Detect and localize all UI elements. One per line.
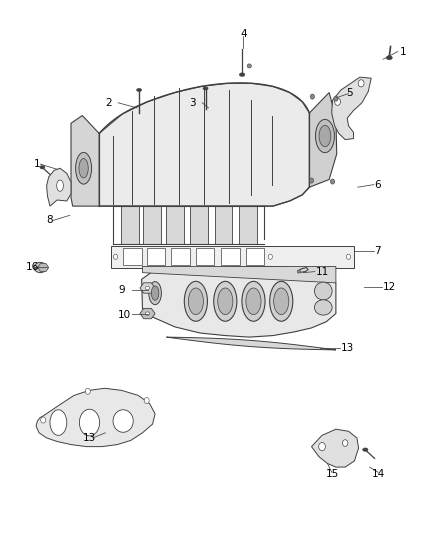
Text: 13: 13 <box>82 433 95 443</box>
Text: 2: 2 <box>106 98 112 108</box>
Ellipse shape <box>319 125 331 147</box>
Ellipse shape <box>268 254 272 260</box>
Text: 4: 4 <box>241 29 247 39</box>
Text: 15: 15 <box>326 469 339 479</box>
Ellipse shape <box>79 158 88 178</box>
Ellipse shape <box>310 94 314 99</box>
Ellipse shape <box>246 288 261 314</box>
Polygon shape <box>332 77 371 140</box>
Ellipse shape <box>113 410 133 432</box>
Ellipse shape <box>151 286 159 300</box>
Ellipse shape <box>203 87 208 90</box>
Ellipse shape <box>145 286 150 289</box>
Bar <box>239 206 257 245</box>
Ellipse shape <box>343 440 348 446</box>
FancyBboxPatch shape <box>110 246 353 268</box>
Ellipse shape <box>188 288 203 314</box>
Ellipse shape <box>314 300 332 315</box>
Ellipse shape <box>34 262 46 273</box>
Ellipse shape <box>79 409 99 436</box>
Ellipse shape <box>137 88 141 92</box>
Polygon shape <box>46 168 71 206</box>
Bar <box>171 248 190 265</box>
Ellipse shape <box>270 281 293 321</box>
Text: 16: 16 <box>25 262 39 271</box>
Ellipse shape <box>363 448 368 451</box>
Ellipse shape <box>247 64 251 68</box>
Bar <box>121 206 139 245</box>
Ellipse shape <box>85 388 90 394</box>
Bar <box>123 248 141 265</box>
Polygon shape <box>71 116 99 206</box>
Polygon shape <box>166 337 336 350</box>
Polygon shape <box>99 83 309 206</box>
Bar <box>166 206 184 245</box>
Ellipse shape <box>314 282 332 300</box>
Polygon shape <box>142 266 336 283</box>
Bar <box>246 248 265 265</box>
Ellipse shape <box>309 178 314 183</box>
Text: 12: 12 <box>383 282 396 292</box>
Text: 6: 6 <box>374 180 381 190</box>
Ellipse shape <box>184 281 208 321</box>
Bar <box>147 248 165 265</box>
Text: 13: 13 <box>341 343 354 353</box>
Bar <box>143 206 161 245</box>
Text: 14: 14 <box>372 469 385 479</box>
Bar <box>221 248 240 265</box>
Ellipse shape <box>297 270 300 273</box>
Ellipse shape <box>330 179 335 184</box>
Bar <box>191 206 208 245</box>
Ellipse shape <box>242 281 265 321</box>
Ellipse shape <box>319 442 325 451</box>
Text: 1: 1 <box>34 159 41 169</box>
Polygon shape <box>38 263 49 271</box>
Polygon shape <box>141 266 336 337</box>
Ellipse shape <box>218 288 233 314</box>
Polygon shape <box>36 388 155 447</box>
Ellipse shape <box>274 288 289 314</box>
Ellipse shape <box>214 281 237 321</box>
Ellipse shape <box>76 152 92 184</box>
Ellipse shape <box>113 254 118 260</box>
Ellipse shape <box>41 417 46 423</box>
Ellipse shape <box>335 98 340 106</box>
Bar <box>196 248 214 265</box>
Bar <box>215 206 233 245</box>
Polygon shape <box>309 93 337 187</box>
Text: 10: 10 <box>118 310 131 320</box>
Ellipse shape <box>144 398 149 403</box>
Polygon shape <box>140 283 155 293</box>
Ellipse shape <box>315 119 335 152</box>
Ellipse shape <box>40 165 45 169</box>
Text: 11: 11 <box>316 266 329 277</box>
Ellipse shape <box>50 410 67 435</box>
Polygon shape <box>140 309 155 319</box>
Ellipse shape <box>240 73 245 76</box>
Text: 3: 3 <box>190 98 196 108</box>
Text: 5: 5 <box>346 87 353 98</box>
Text: 9: 9 <box>118 285 125 295</box>
Text: 1: 1 <box>400 46 406 56</box>
Text: 7: 7 <box>374 246 381 256</box>
Ellipse shape <box>145 312 150 315</box>
Ellipse shape <box>386 55 392 60</box>
Polygon shape <box>311 429 359 467</box>
Ellipse shape <box>334 96 338 101</box>
Ellipse shape <box>57 180 64 191</box>
Ellipse shape <box>149 281 161 305</box>
Ellipse shape <box>346 254 350 260</box>
Text: 8: 8 <box>46 215 53 225</box>
Ellipse shape <box>358 80 364 87</box>
